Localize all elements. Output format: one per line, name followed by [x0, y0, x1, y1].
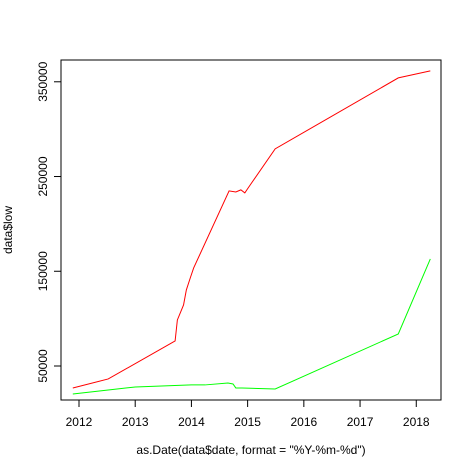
- y-tick-label: 350000: [36, 61, 50, 101]
- x-tick-label: 2018: [403, 415, 430, 429]
- x-tick-label: 2014: [178, 415, 205, 429]
- x-tick-label: 2013: [122, 415, 149, 429]
- x-tick-label: 2016: [290, 415, 317, 429]
- y-axis-label: data$low: [1, 206, 15, 254]
- x-tick-label: 2017: [347, 415, 374, 429]
- y-tick-label: 150000: [36, 251, 50, 291]
- x-tick-label: 2015: [234, 415, 261, 429]
- y-tick-label: 250000: [36, 156, 50, 196]
- x-axis-label: as.Date(data$date, format = "%Y-%m-%d"): [136, 443, 365, 457]
- series-line: [72, 258, 431, 395]
- x-tick-label: 2012: [66, 415, 93, 429]
- plot-box: [60, 59, 442, 401]
- series-line: [72, 70, 431, 389]
- y-tick-label: 50000: [36, 349, 50, 383]
